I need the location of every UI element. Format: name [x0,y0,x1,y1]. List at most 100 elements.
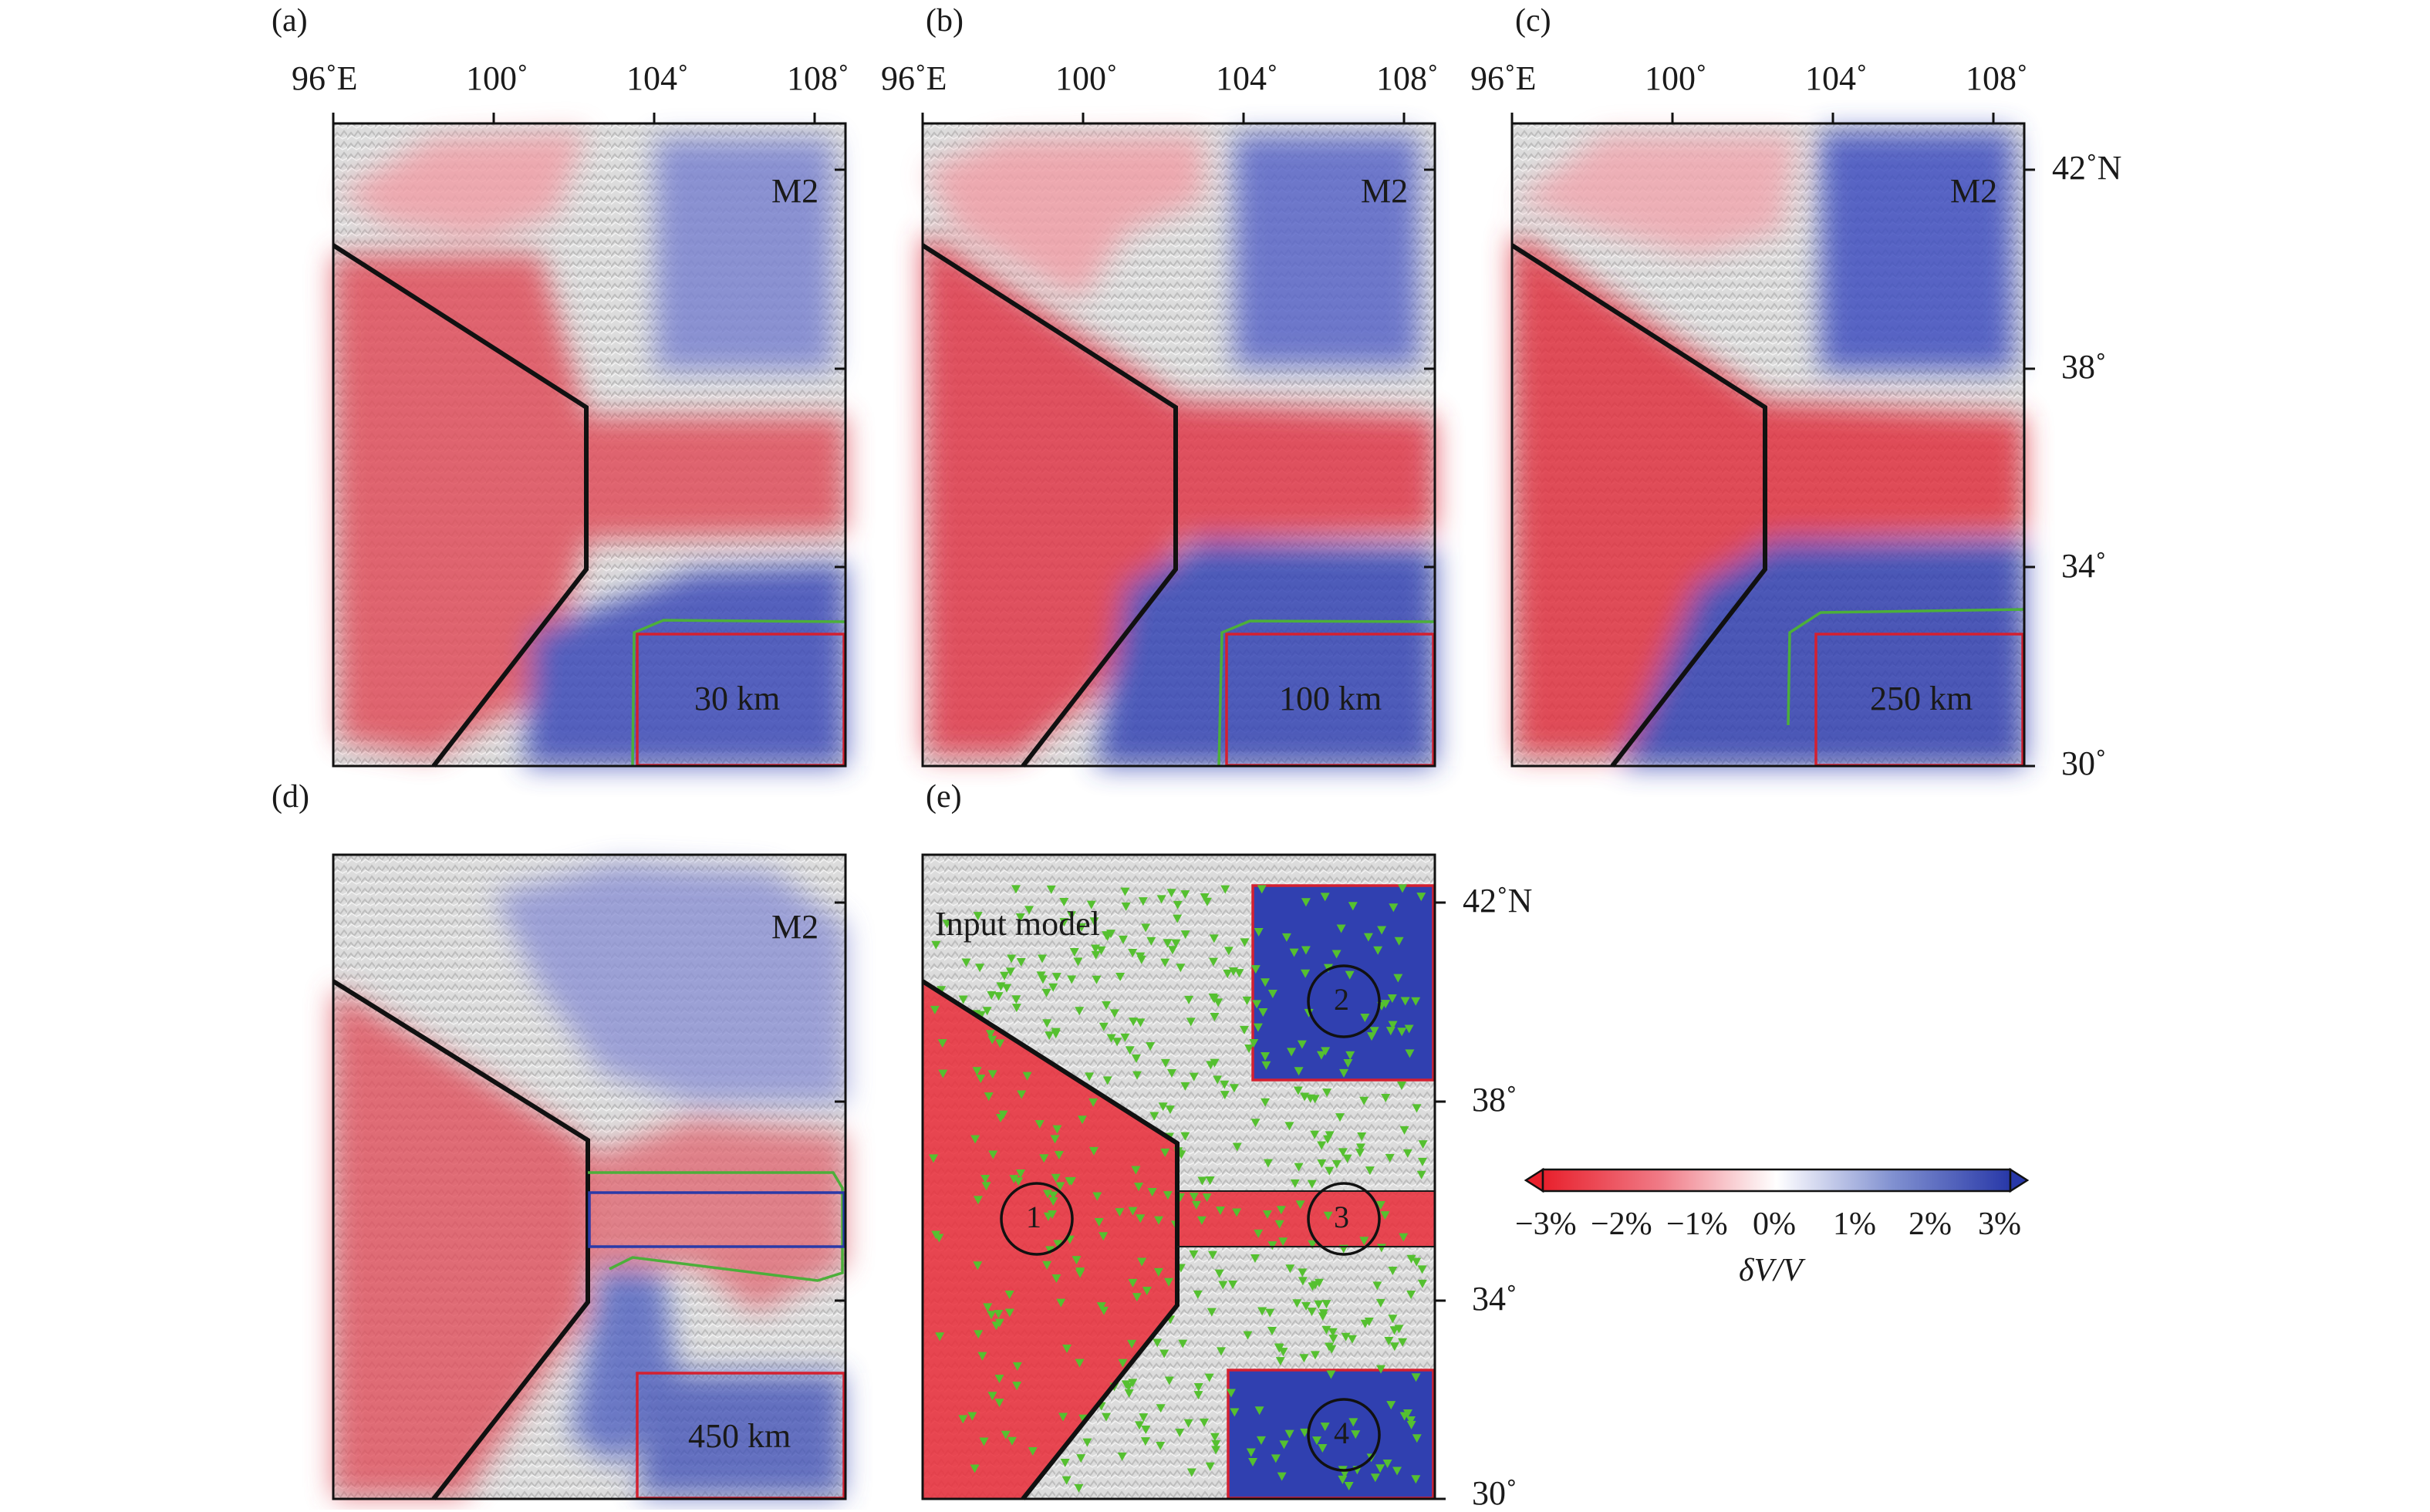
station-marker [1372,1281,1382,1291]
station-marker [1076,1454,1086,1463]
station-marker [1001,1430,1011,1439]
station-marker [1316,1051,1326,1060]
station-marker [1118,1358,1128,1368]
station-marker [1301,969,1311,978]
station-marker [1028,1446,1038,1456]
station-marker [1128,1379,1138,1388]
station-marker [1102,1001,1112,1010]
station-marker [994,1374,1004,1383]
station-marker [1321,1047,1331,1056]
station-marker [1007,954,1017,964]
station-marker [1067,975,1077,984]
station-marker [1351,1430,1361,1439]
station-marker [1156,1404,1166,1413]
colorbar-tick-label: 2% [1909,1207,1952,1242]
station-marker [1228,1280,1238,1289]
station-marker [1412,1257,1422,1267]
station-marker [1051,1028,1061,1037]
station-marker [1102,1076,1112,1085]
station-marker [1265,1308,1275,1318]
station-marker [1037,954,1047,964]
station-marker [1345,1051,1355,1060]
panel-label-b: (b) [926,3,964,39]
station-marker [1089,917,1099,926]
panel-c [1510,113,2035,768]
station-marker [1167,1068,1177,1078]
station-marker [1394,937,1404,946]
station-marker [1173,914,1183,923]
station-marker [1230,1408,1240,1417]
station-marker [1120,887,1130,896]
station-marker [1036,971,1046,980]
station-marker [985,1030,995,1039]
station-marker [1210,1013,1220,1022]
station-marker [1012,1362,1022,1371]
station-marker [1328,1335,1338,1344]
station-marker [1242,996,1252,1005]
station-marker [1142,1287,1152,1296]
station-marker [1128,1278,1138,1288]
station-marker [1257,885,1267,894]
ticks [1435,901,1446,1500]
station-marker [1261,1098,1271,1107]
station-marker [1046,885,1056,894]
station-marker [1149,1112,1159,1121]
station-marker [975,964,985,973]
station-marker [1153,1216,1163,1225]
station-marker [1220,1091,1230,1100]
station-marker [1359,1237,1369,1246]
station-marker [1307,1308,1317,1317]
station-marker [1189,1250,1199,1259]
panel-a [332,113,847,768]
station-marker [1048,1210,1058,1219]
station-marker [1180,930,1190,940]
station-marker [1277,1472,1287,1481]
station-marker [1175,1428,1185,1437]
station-marker [1140,1437,1150,1446]
station-marker [1129,1018,1139,1027]
block-2-outline [1251,884,1435,1082]
station-marker [1137,1257,1147,1267]
station-marker [1088,1098,1099,1107]
station-marker [1048,1191,1058,1200]
station-marker [1258,1008,1268,1018]
station-marker [1228,967,1238,976]
station-marker [1011,995,1021,1004]
station-marker [1396,1081,1406,1090]
station-marker [972,1067,982,1076]
station-marker [1261,1061,1271,1070]
lon-tick-label: 104˚ [1805,59,1868,97]
station-marker [1397,1028,1407,1037]
station-marker [1077,923,1087,932]
station-marker [1411,1373,1421,1382]
station-marker [976,1011,986,1020]
station-marker [1357,1132,1367,1142]
station-marker [1159,1349,1169,1358]
station-marker [1184,995,1194,1004]
station-marker [1199,1418,1209,1427]
station-marker [1331,1159,1342,1169]
station-marker [1243,1331,1253,1340]
station-marker [1072,1256,1082,1265]
station-marker [942,920,952,929]
station-marker [1406,1420,1416,1429]
station-marker [1176,964,1186,973]
station-marker [1276,1206,1286,1215]
station-marker [1375,1464,1385,1473]
station-marker [1274,1343,1284,1352]
station-marker [1229,1084,1239,1093]
station-marker [1099,1022,1109,1031]
station-marker [1250,965,1261,974]
block-3-slow [1177,1191,1435,1247]
lon-tick-label: 100˚ [466,59,528,97]
station-marker [1163,1191,1173,1200]
block-number-4: 4 [1334,1416,1349,1450]
lon-tick-label: 108˚ [1966,59,2028,97]
station-marker [970,1135,980,1144]
station-marker [1400,997,1410,1006]
colorbar-tick-label: 3% [1978,1207,2021,1242]
station-marker [1274,1220,1284,1229]
station-marker [937,1039,947,1048]
station-marker [1275,1357,1285,1366]
